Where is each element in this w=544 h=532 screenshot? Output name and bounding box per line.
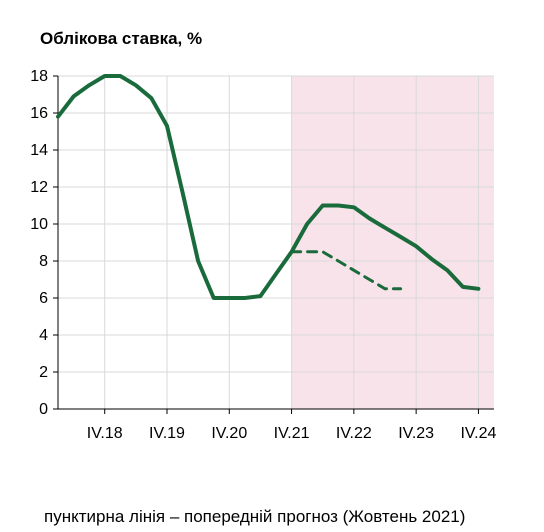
x-tick-label-IV.21: IV.21 bbox=[274, 425, 310, 442]
x-tick-label-IV.20: IV.20 bbox=[211, 425, 247, 442]
y-tick-label-2: 2 bbox=[39, 364, 48, 381]
y-tick-label-0: 0 bbox=[39, 401, 48, 418]
forecast-shading-layer bbox=[291, 76, 494, 409]
x-tick-label-IV.24: IV.24 bbox=[460, 425, 496, 442]
policy-rate-solid-line bbox=[56, 74, 481, 300]
y-tick-label-16: 16 bbox=[30, 105, 48, 122]
chart-title: Облікова ставка, % bbox=[40, 29, 202, 48]
y-tick-label-8: 8 bbox=[39, 253, 48, 270]
axis-layer: 0 2 4 6 8 10 12 14 16 18 IV.18 IV.19 IV.20 IV.21 IV.22… bbox=[30, 68, 496, 442]
x-tick-label-IV.18: IV.18 bbox=[87, 425, 123, 442]
forecast-shaded-region bbox=[291, 76, 494, 409]
previous-forecast-dashed-line bbox=[290, 250, 403, 291]
y-tick-label-14: 14 bbox=[30, 142, 48, 159]
y-tick-label-6: 6 bbox=[39, 290, 48, 307]
x-tick-label-IV.23: IV.23 bbox=[398, 425, 434, 442]
chart-footnote: пунктирна лінія – попередній прогноз (Жо… bbox=[44, 507, 465, 526]
x-tick-label-IV.19: IV.19 bbox=[149, 425, 185, 442]
series-layer bbox=[56, 74, 481, 300]
y-tick-label-4: 4 bbox=[39, 327, 48, 344]
y-tick-label-10: 10 bbox=[30, 216, 48, 233]
x-tick-label-IV.22: IV.22 bbox=[336, 425, 372, 442]
y-tick-label-12: 12 bbox=[30, 179, 48, 196]
y-tick-label-18: 18 bbox=[30, 68, 48, 85]
